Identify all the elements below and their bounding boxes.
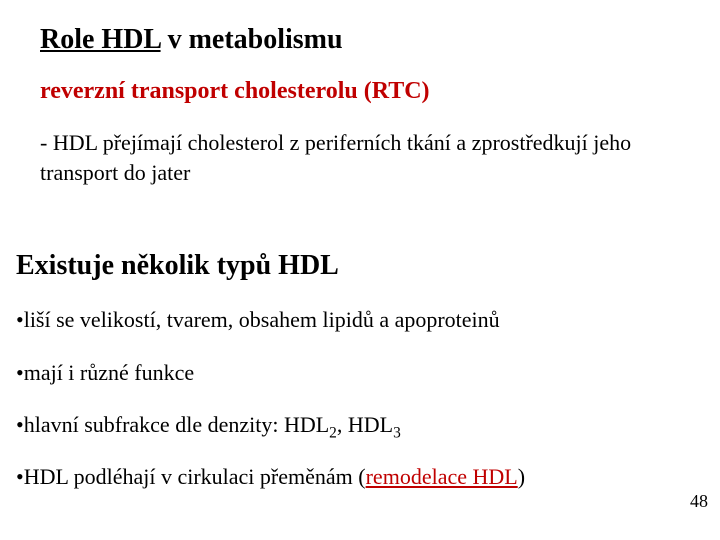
bullet-1-text: liší se velikostí, tvarem, obsahem lipid…: [24, 307, 500, 332]
heading-types: Existuje několik typů HDL: [16, 250, 339, 282]
bullet-3-mid: , HDL: [337, 412, 393, 437]
page-number: 48: [690, 491, 708, 512]
bullet-3-text: hlavní subfrakce dle denzity: HDL2, HDL3: [24, 412, 401, 437]
bullet-dot: •: [16, 305, 24, 335]
bullet-2-text: mají i různé funkce: [24, 360, 194, 385]
bullet-2: • mají i různé funkce: [16, 358, 696, 388]
bullet-4-link: remodelace HDL: [366, 464, 518, 489]
bullet-4-pre: HDL podléhají v cirkulaci přeměnám (: [24, 464, 366, 489]
bullet-dot: •: [16, 462, 24, 492]
bullet-1: • liší se velikostí, tvarem, obsahem lip…: [16, 305, 696, 335]
bullet-dot: •: [16, 358, 24, 388]
bullet-4-text: HDL podléhají v cirkulaci přeměnám (remo…: [24, 464, 525, 489]
bullet-3-sub2: 3: [393, 424, 401, 441]
page-title: Role HDL v metabolismu: [40, 24, 343, 56]
title-underlined: Role HDL: [40, 24, 161, 55]
slide: Role HDL v metabolismu reverzní transpor…: [0, 0, 720, 540]
bullet-4: • HDL podléhají v cirkulaci přeměnám (re…: [16, 462, 696, 492]
title-rest: v metabolismu: [161, 24, 343, 55]
subtitle: reverzní transport cholesterolu (RTC): [40, 78, 430, 105]
bullet-3: • hlavní subfrakce dle denzity: HDL2, HD…: [16, 410, 696, 440]
body1-prefix: -: [40, 130, 53, 155]
bullet-3-sub1: 2: [329, 424, 337, 441]
bullet-4-post: ): [518, 464, 525, 489]
body1-text: HDL přejímají cholesterol z periferních …: [40, 130, 631, 185]
bullet-3-pre: hlavní subfrakce dle denzity: HDL: [24, 412, 329, 437]
body-paragraph-1: - HDL přejímají cholesterol z periferníc…: [40, 128, 680, 187]
bullet-dot: •: [16, 410, 24, 440]
